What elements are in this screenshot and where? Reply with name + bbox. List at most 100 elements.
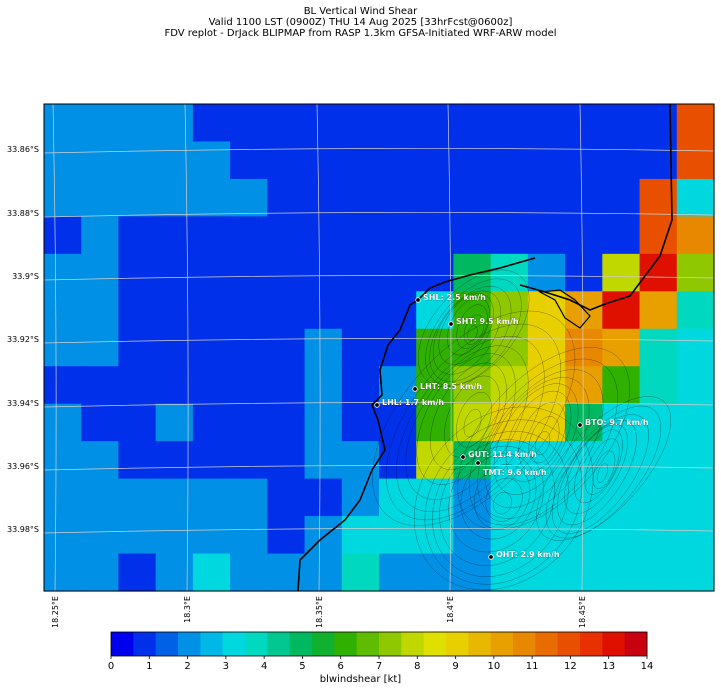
shear-cell <box>379 216 417 255</box>
terrain-contour <box>447 297 490 356</box>
shear-cell <box>267 291 306 330</box>
terrain-contour <box>424 419 583 585</box>
shear-cell <box>341 366 380 405</box>
shear-cell <box>118 366 157 405</box>
terrain-contour <box>597 463 608 483</box>
shear-cell <box>453 553 492 592</box>
shear-cell <box>676 441 715 480</box>
shear-cell <box>565 516 603 555</box>
shear-cell <box>81 141 120 180</box>
shear-cell <box>192 328 231 367</box>
shear-cell <box>341 441 380 480</box>
latitude-gridline <box>43 275 715 281</box>
shear-cell <box>565 553 603 592</box>
colorbar-swatch <box>468 632 492 656</box>
shear-cell <box>639 516 678 555</box>
terrain-contour <box>438 293 494 365</box>
shear-cell <box>490 104 529 143</box>
longitude-gridline <box>579 103 584 592</box>
colorbar-tick-label: 0 <box>108 661 114 672</box>
shear-cell <box>230 178 268 217</box>
map-title: BL Vertical Wind Shear <box>303 6 418 17</box>
terrain-contour <box>467 325 478 341</box>
harbour-breakwater <box>537 289 591 329</box>
shear-cell <box>118 516 157 555</box>
shear-cell <box>602 553 641 592</box>
shear-cell <box>490 366 529 405</box>
shear-cell <box>565 216 603 255</box>
shear-cell <box>192 178 231 217</box>
shear-cell <box>44 141 82 180</box>
station-sht-marker <box>448 321 454 327</box>
shear-cell <box>379 104 417 143</box>
shear-cell <box>453 178 492 217</box>
shear-cell <box>416 216 455 255</box>
map-source: FDV replot - DrJack BLIPMAP from RASP 1.… <box>164 28 557 39</box>
shear-cell <box>44 216 82 255</box>
shear-cell <box>81 328 120 367</box>
shear-cell <box>490 441 529 480</box>
shear-cell <box>676 516 715 555</box>
shear-cell <box>676 104 715 143</box>
shear-cell <box>565 141 603 180</box>
shear-cell <box>118 403 157 442</box>
colorbar-swatch <box>289 632 313 656</box>
shear-cell <box>118 478 157 517</box>
shear-cell <box>676 366 715 405</box>
shear-cell <box>230 104 268 143</box>
shear-cell <box>602 141 641 180</box>
shear-cell <box>527 253 566 292</box>
shear-cell <box>118 178 157 217</box>
shear-cell <box>565 441 603 480</box>
shear-cell <box>379 553 417 592</box>
colorbar-swatch <box>155 632 179 656</box>
shear-cell <box>527 178 566 217</box>
colorbar-tick-label: 13 <box>602 661 615 672</box>
shear-cell <box>676 478 715 517</box>
colorbar-tick-label: 7 <box>376 661 382 672</box>
shear-cell <box>44 178 82 217</box>
terrain-contour <box>474 464 531 530</box>
shear-cell <box>565 104 603 143</box>
colorbar-tick-label: 10 <box>487 661 500 672</box>
shear-cell <box>602 516 641 555</box>
shear-cell <box>453 478 492 517</box>
shear-cell <box>527 104 566 143</box>
shear-cell <box>379 516 417 555</box>
shear-cell <box>81 516 120 555</box>
shear-cell <box>341 178 380 217</box>
colorbar-swatch <box>379 632 402 656</box>
colorbar-swatch <box>222 632 246 656</box>
shear-cell <box>267 178 306 217</box>
shear-cell <box>416 328 455 367</box>
shear-cell <box>44 328 82 367</box>
terrain-contour <box>385 323 561 521</box>
station-sht-label: SHT: 9.5 km/h <box>456 317 519 326</box>
colorbar-swatch <box>490 632 514 656</box>
terrain-contour <box>505 390 572 482</box>
colorbar-tick-label: 11 <box>526 661 539 672</box>
latitude-gridline <box>43 402 715 408</box>
shear-cell <box>44 253 82 292</box>
shear-cell <box>304 178 343 217</box>
map-valid-time: Valid 1100 LST (0900Z) THU 14 Aug 2025 [… <box>208 17 513 28</box>
colorbar-swatch <box>535 632 559 656</box>
shear-cell <box>44 403 82 442</box>
colorbar-swatch <box>513 632 536 656</box>
shear-cell <box>602 104 641 143</box>
shear-cell <box>379 403 417 442</box>
shear-cell <box>267 141 306 180</box>
shear-cell <box>341 516 380 555</box>
shear-cell <box>192 104 231 143</box>
station-bto-label: BTO: 9.7 km/h <box>585 418 649 427</box>
shear-cell <box>379 141 417 180</box>
shear-cell <box>81 253 120 292</box>
colorbar-swatch <box>133 632 157 656</box>
shear-cell <box>341 553 380 592</box>
shear-cell <box>527 291 566 330</box>
shear-cell <box>565 178 603 217</box>
shear-cell <box>304 141 343 180</box>
terrain-contour <box>413 406 594 591</box>
terrain-contour <box>551 414 649 534</box>
station-oht-label: OHT: 2.9 km/h <box>496 550 560 559</box>
